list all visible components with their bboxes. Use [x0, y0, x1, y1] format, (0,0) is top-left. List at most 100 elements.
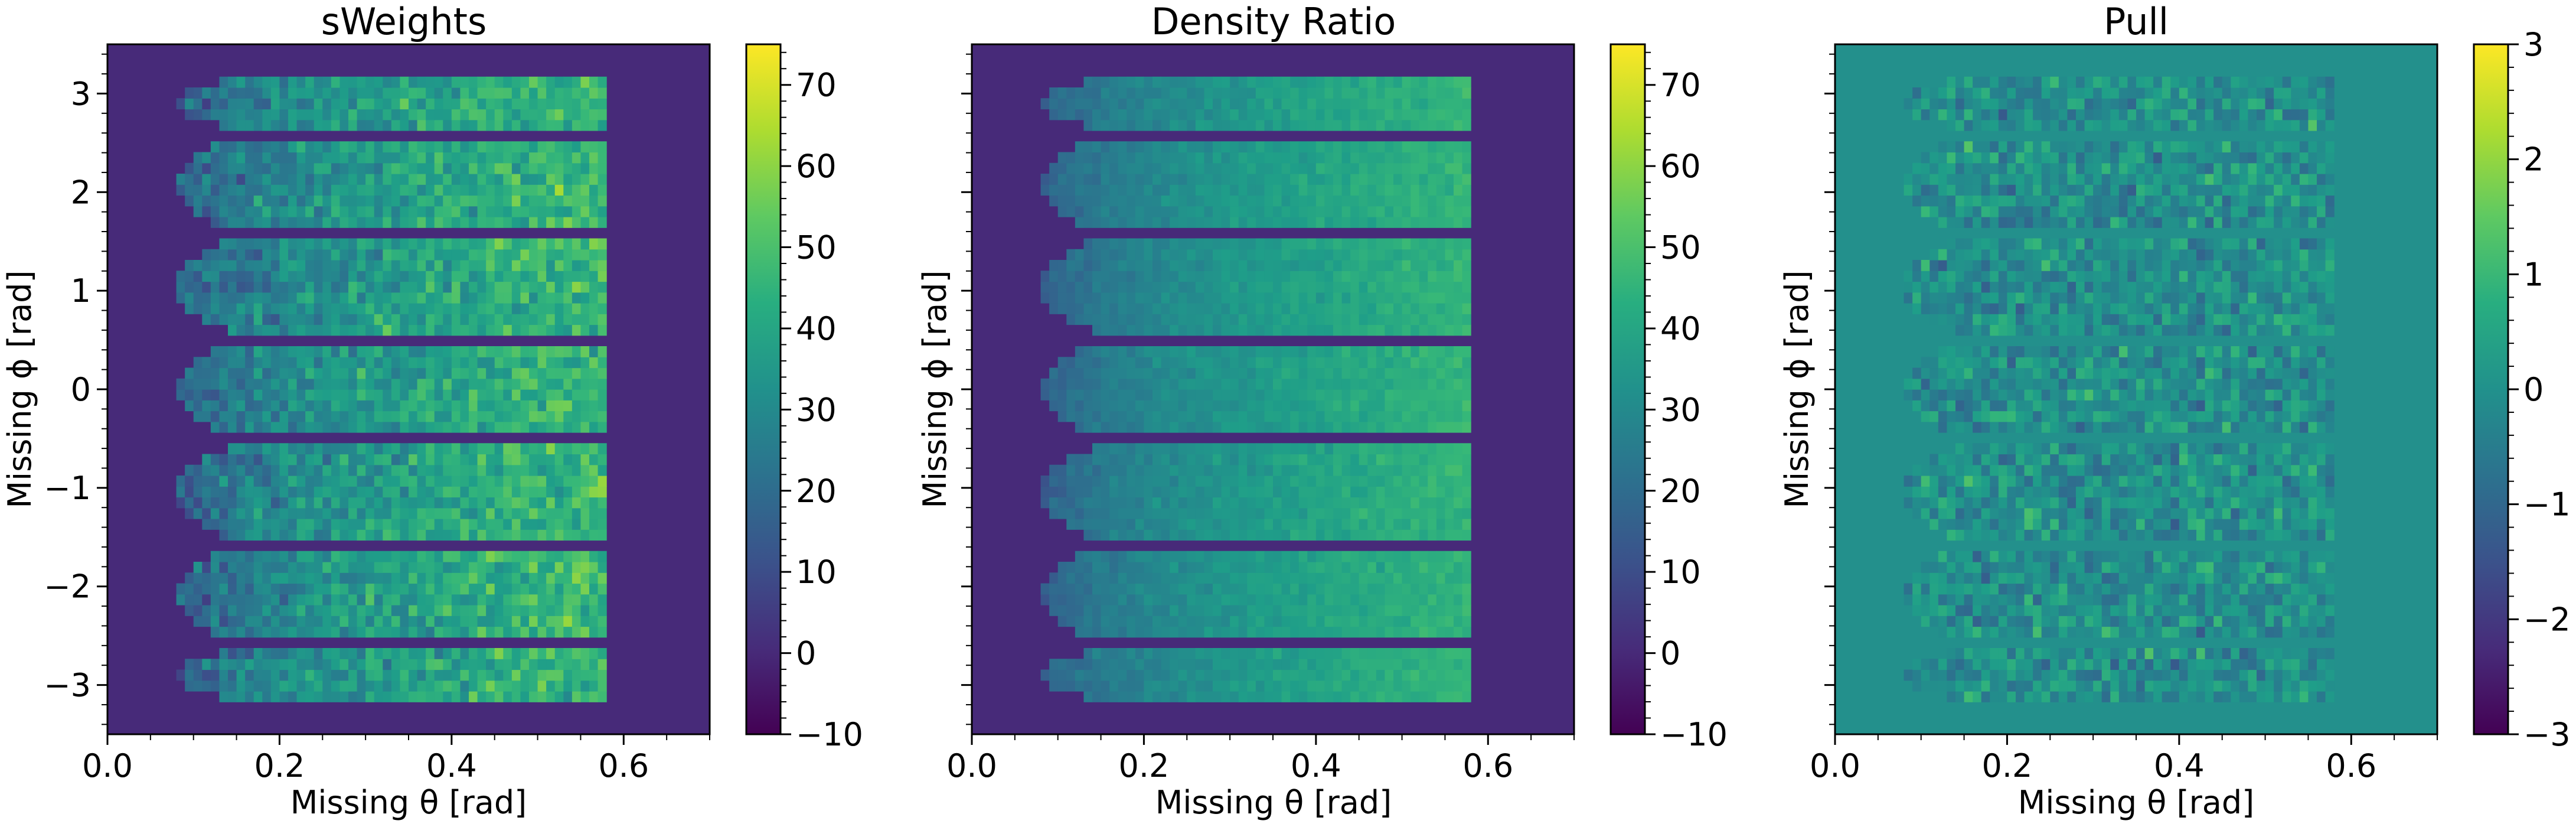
heatmap-cell [1144, 519, 1153, 530]
heatmap-cell [288, 519, 298, 530]
heatmap-cell [589, 206, 599, 217]
colorbar-tick-label: 20 [796, 473, 837, 510]
heatmap-cell [288, 389, 298, 401]
heatmap-cell [1454, 626, 1463, 638]
heatmap-cell [245, 616, 254, 627]
heatmap-cell [426, 551, 435, 562]
heatmap-cell [1187, 238, 1196, 250]
heatmap-cell [486, 605, 495, 616]
heatmap-cell [443, 76, 452, 88]
heatmap-cell [391, 476, 401, 487]
heatmap-cell [1393, 443, 1403, 455]
heatmap-cell [1359, 486, 1368, 498]
heatmap-cell [1281, 519, 1291, 530]
heatmap-cell [1393, 659, 1403, 670]
heatmap-cell [1127, 119, 1136, 131]
heatmap-cell [210, 357, 220, 369]
heatmap-cell [245, 421, 254, 433]
heatmap-cell [434, 594, 443, 605]
heatmap-cell [503, 292, 512, 304]
heatmap-cell [1333, 249, 1343, 261]
heatmap-cell [331, 626, 341, 638]
heatmap-cell [1436, 476, 1446, 487]
heatmap-cell [1445, 411, 1454, 422]
heatmap-cell [1341, 292, 1351, 304]
heatmap-cell [400, 195, 409, 207]
heatmap-cell [1411, 292, 1420, 304]
heatmap-cell [417, 659, 426, 670]
heatmap-cell [383, 551, 392, 562]
heatmap-cell [1066, 572, 1076, 584]
heatmap-cell [546, 454, 556, 465]
heatmap-cell [1393, 389, 1403, 401]
heatmap-cell [1315, 594, 1325, 605]
heatmap-cell [580, 195, 590, 207]
heatmap-cell [598, 519, 607, 530]
heatmap-cell [1307, 691, 1317, 702]
heatmap-cell [236, 303, 246, 314]
heatmap-cell [1135, 669, 1145, 681]
heatmap-cell [1350, 206, 1360, 217]
heatmap-cell [409, 367, 418, 379]
heatmap-cell [219, 367, 228, 379]
heatmap-cell [305, 486, 315, 498]
heatmap-cell [1273, 400, 1282, 412]
heatmap-cell [1402, 303, 1411, 314]
heatmap-cell [210, 184, 220, 196]
heatmap-cell [1359, 411, 1368, 422]
heatmap-cell [202, 486, 211, 498]
heatmap-cell [1152, 195, 1162, 207]
heatmap-cell [417, 519, 426, 530]
heatmap-cell [546, 605, 556, 616]
heatmap-cell [1195, 346, 1205, 357]
heatmap-cell [1298, 303, 1308, 314]
heatmap-cell [1350, 109, 1360, 121]
heatmap-cell [1290, 400, 1300, 412]
heatmap-cell [1221, 400, 1230, 412]
heatmap-cell [1428, 109, 1437, 121]
heatmap-cell [1195, 616, 1205, 627]
heatmap-cell [236, 551, 246, 562]
heatmap-cell [1195, 162, 1205, 174]
heatmap-cell [322, 464, 332, 476]
heatmap-cell [434, 238, 443, 250]
heatmap-cell [1195, 583, 1205, 595]
heatmap-cell [1109, 324, 1119, 336]
heatmap-cell [477, 174, 487, 185]
heatmap-cell [477, 76, 487, 88]
heatmap-cell [1454, 562, 1463, 573]
heatmap-cell [357, 616, 366, 627]
heatmap-cell [202, 206, 211, 217]
heatmap-cell [185, 303, 194, 314]
heatmap-cell [1161, 669, 1170, 681]
heatmap-cell [270, 109, 280, 121]
heatmap-cell [1152, 454, 1162, 465]
heatmap-cell [494, 691, 504, 702]
heatmap-cell [1230, 594, 1239, 605]
heatmap-cell [589, 141, 599, 153]
heatmap-cell [1075, 572, 1085, 584]
heatmap-cell [1204, 594, 1213, 605]
heatmap-cell [374, 357, 383, 369]
heatmap-cell [1057, 486, 1067, 498]
heatmap-cell [1411, 486, 1420, 498]
heatmap-cell [228, 507, 237, 519]
heatmap-cell [1127, 206, 1136, 217]
heatmap-cell [1075, 626, 1085, 638]
heatmap-cell [322, 217, 332, 228]
heatmap-cell [1290, 529, 1300, 541]
heatmap-cell [1101, 572, 1110, 584]
heatmap-cell [348, 648, 358, 659]
heatmap-cell [236, 87, 246, 99]
heatmap-cell [1290, 206, 1300, 217]
heatmap-cell [1393, 605, 1403, 616]
heatmap-cell [1298, 141, 1308, 153]
heatmap-cell [443, 260, 452, 271]
heatmap-cell [270, 162, 280, 174]
heatmap-cell [1359, 249, 1368, 261]
heatmap-cell [511, 367, 521, 379]
heatmap-cell [589, 476, 599, 487]
heatmap-cell [469, 443, 478, 455]
heatmap-cell [1350, 174, 1360, 185]
heatmap-cell [1462, 411, 1471, 422]
